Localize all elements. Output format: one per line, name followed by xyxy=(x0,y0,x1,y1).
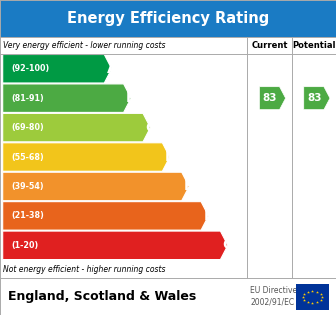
Text: Not energy efficient - higher running costs: Not energy efficient - higher running co… xyxy=(3,265,166,274)
Polygon shape xyxy=(3,231,228,260)
Text: E: E xyxy=(184,180,194,193)
Text: (81-91): (81-91) xyxy=(11,94,44,103)
Text: B: B xyxy=(126,91,136,105)
Polygon shape xyxy=(3,202,208,230)
Text: F: F xyxy=(203,209,213,223)
Text: Very energy efficient - lower running costs: Very energy efficient - lower running co… xyxy=(3,41,166,50)
Bar xyxy=(296,284,329,310)
Polygon shape xyxy=(3,172,189,201)
Text: (55-68): (55-68) xyxy=(11,152,44,162)
Text: (1-20): (1-20) xyxy=(11,241,38,250)
Polygon shape xyxy=(304,87,330,110)
Text: C: C xyxy=(145,121,156,135)
Text: Energy Efficiency Rating: Energy Efficiency Rating xyxy=(67,11,269,26)
Polygon shape xyxy=(3,84,131,112)
Text: EU Directive
2002/91/EC: EU Directive 2002/91/EC xyxy=(250,286,297,307)
Polygon shape xyxy=(259,87,286,110)
Text: A: A xyxy=(107,62,117,76)
Text: (21-38): (21-38) xyxy=(11,211,44,220)
Text: (39-54): (39-54) xyxy=(11,182,44,191)
Polygon shape xyxy=(3,113,151,142)
Text: 83: 83 xyxy=(307,93,322,103)
Text: Current: Current xyxy=(251,41,288,50)
Text: (92-100): (92-100) xyxy=(11,64,49,73)
Text: (69-80): (69-80) xyxy=(11,123,44,132)
Text: Potential: Potential xyxy=(292,41,336,50)
Text: G: G xyxy=(223,238,234,252)
Polygon shape xyxy=(3,143,170,171)
Text: England, Scotland & Wales: England, Scotland & Wales xyxy=(8,290,197,303)
Bar xyxy=(0,0,336,37)
Polygon shape xyxy=(3,54,112,83)
Text: D: D xyxy=(165,150,176,164)
Text: 83: 83 xyxy=(263,93,277,103)
